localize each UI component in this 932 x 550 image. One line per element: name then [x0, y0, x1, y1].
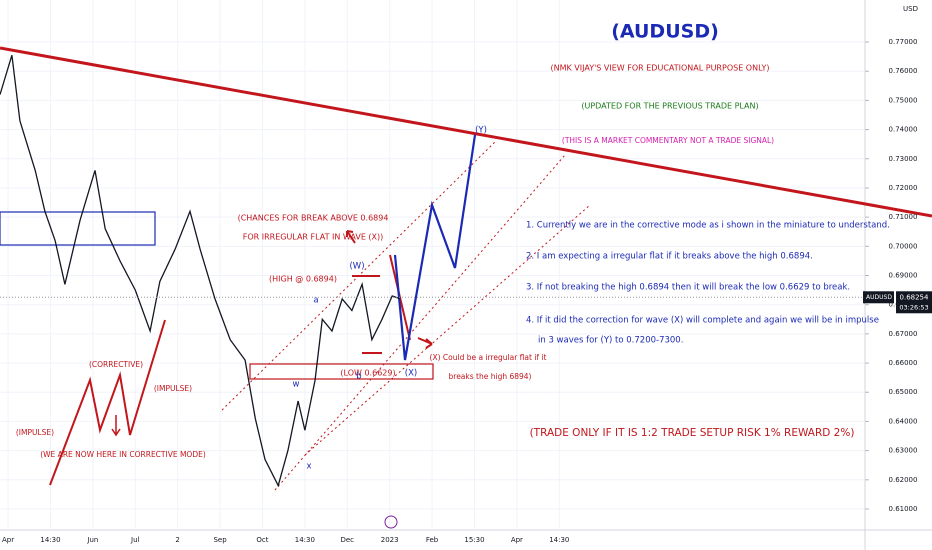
y-tick-label: 0.77000 [889, 38, 918, 46]
channel-line [274, 154, 566, 491]
y-tick-label: 0.63000 [889, 447, 918, 455]
wave-label: w [293, 380, 300, 390]
y-tick-label: 0.74000 [889, 126, 918, 134]
annotation: FOR IRREGULAR FLAT IN WAVE (X)) [243, 233, 384, 242]
x-tick-label: Feb [426, 536, 439, 544]
commentary-line: in 3 waves for (Y) to 0.7200-7300. [538, 336, 683, 346]
x-tick-label: 14:30 [40, 536, 60, 544]
y-axis-label: USD [903, 5, 918, 13]
y-tick-label: 0.69000 [889, 272, 918, 280]
y-tick-label: 0.65000 [889, 388, 918, 396]
x-tick-label: 15:30 [464, 536, 484, 544]
event-icon [384, 515, 398, 529]
zone-box [0, 211, 156, 246]
y-tick-label: 0.73000 [889, 155, 918, 163]
countdown-label: 03:26:53 [899, 303, 928, 311]
wave-label: (Y) [475, 126, 487, 136]
commentary-line: 2. I am expecting a irregular flat if it… [526, 252, 813, 262]
arrow [417, 337, 433, 349]
annotation: (HIGH @ 0.6894) [269, 275, 337, 284]
symbol-tag [864, 291, 894, 304]
x-tick-label: 14:30 [295, 536, 315, 544]
x-tick-label: 2 [175, 536, 179, 544]
wave-label: (X) [405, 369, 417, 379]
y-tick-label: 0.76000 [889, 67, 918, 75]
x-tick-label: Apr [511, 536, 523, 544]
y-tick-label: 0.70000 [889, 242, 918, 250]
commentary-line: 4. If it did the correction for wave (X)… [526, 316, 879, 326]
x-tick-label: Jul [130, 536, 140, 544]
annotation: (NMK VIJAY'S VIEW FOR EDUCATIONAL PURPOS… [551, 64, 770, 73]
y-tick-label: 0.66000 [889, 359, 918, 367]
x-tick-label: 14:30 [549, 536, 569, 544]
low-zone-box [249, 363, 434, 380]
mini-label: (IMPULSE) [16, 428, 54, 437]
annotation: (CHANCES FOR BREAK ABOVE 0.6894 [238, 214, 389, 223]
mini-arrow [111, 415, 121, 437]
annotation: (TRADE ONLY IF IT IS 1:2 TRADE SETUP RIS… [530, 427, 855, 439]
arrow [346, 230, 356, 244]
y-tick-label: 0.71000 [889, 213, 918, 221]
commentary-line: 1. Currently we are in the corrective mo… [526, 221, 890, 231]
mini-label: (CORRECTIVE) [89, 360, 143, 369]
x-tick-label: Dec [340, 536, 354, 544]
annotation: (UPDATED FOR THE PREVIOUS TRADE PLAN) [581, 102, 758, 111]
price-tag [896, 291, 932, 314]
y-tick-label: 0.61000 [889, 505, 918, 513]
last-price-label: 0.68254 [900, 293, 929, 301]
mini-wave [49, 319, 166, 486]
symbol-label: AUDUSD [866, 294, 892, 301]
annotation: breaks the high 6894) [449, 372, 532, 381]
wave-label: a [313, 296, 318, 306]
y-tick-label: 0.62000 [889, 476, 918, 484]
y-tick-label: 0.67000 [889, 330, 918, 338]
annotation: (X) Could be a irregular flat if it [430, 353, 547, 362]
y-tick-label: 0.64000 [889, 417, 918, 425]
x-tick-label: Oct [256, 536, 268, 544]
wave-label: b [356, 372, 361, 382]
wave-label: x [306, 462, 311, 472]
mini-label: (IMPULSE) [154, 384, 192, 393]
chart-title: (AUDUSD) [611, 21, 719, 43]
x-tick-label: Apr [2, 536, 14, 544]
y-tick-label: 0.75000 [889, 96, 918, 104]
trendline [0, 46, 932, 218]
annotation: (THIS IS A MARKET COMMENTARY NOT A TRADE… [562, 136, 774, 145]
annotation: (LOW 0.6629) [340, 369, 395, 378]
x-tick-label: Jun [86, 536, 98, 544]
mini-label: (WE ARE NOW HERE IN CORRECTIVE MODE) [40, 450, 206, 459]
projection-blue [393, 134, 477, 361]
commentary-line: 3. If not breaking the high 0.6894 then … [526, 283, 850, 293]
wave-label: (W) [349, 262, 364, 272]
x-tick-label: 2023 [381, 536, 399, 544]
channel-line [304, 204, 591, 456]
grid [0, 0, 865, 530]
y-tick-label: 0.72000 [889, 184, 918, 192]
price-line [0, 55, 401, 488]
x-tick-label: Sep [213, 536, 227, 544]
